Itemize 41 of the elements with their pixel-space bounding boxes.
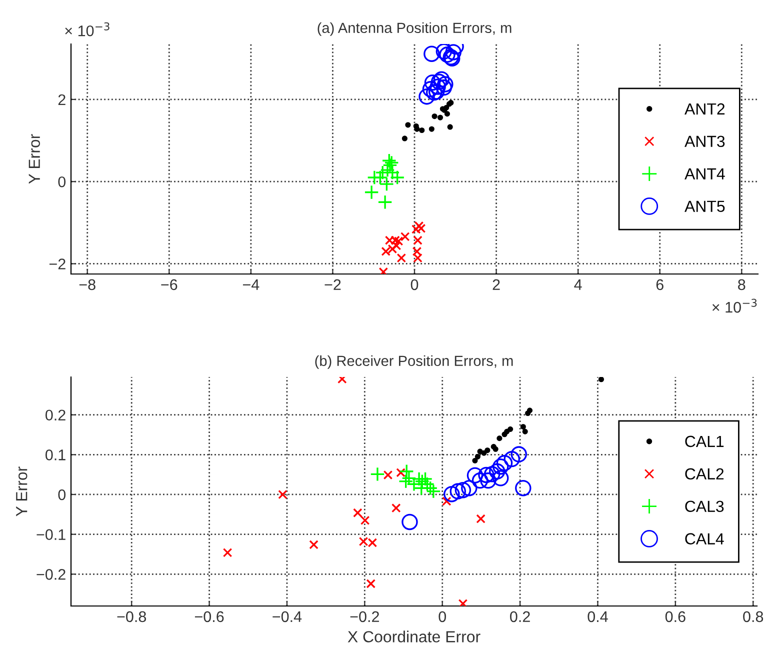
y-tick-label: −2 [49, 258, 66, 270]
y-axis-title: Y Error [28, 134, 40, 184]
y-tick-label: 0.1 [46, 450, 66, 460]
legend-label: ANT3 [684, 136, 725, 148]
x-tick-label: −0.2 [350, 611, 379, 622]
x-tick-label: 8 [738, 279, 746, 290]
y-tick-label: 0 [58, 176, 66, 188]
x-tick-label: −2 [324, 279, 341, 290]
x-tick-label: −0.6 [194, 611, 224, 622]
x-tick-label: 0.4 [588, 611, 608, 622]
x-tick-label: −4 [242, 279, 260, 290]
x-tick-label: 0 [438, 611, 446, 622]
x-tick-label: −0.8 [117, 611, 146, 622]
x-tick-label: 0.6 [665, 611, 686, 622]
chart-title: (a) Antenna Position Errors, m [318, 22, 512, 36]
text: × 10$^{−3}$ [712, 298, 757, 313]
x-tick-label: 0.8 [743, 611, 764, 622]
legend-label: CAL2 [685, 468, 724, 480]
y-tick-label: −0.1 [36, 529, 66, 540]
x-axis-title: X Coordinate Error [348, 630, 480, 642]
x-tick-label: 2 [492, 279, 500, 290]
legend-label: CAL1 [685, 436, 724, 448]
legend-label: CAL3 [685, 500, 724, 512]
legend-label: ANT2 [684, 103, 725, 114]
x-tick-label: 0.2 [510, 611, 530, 622]
chart-title: (b) Receiver Position Errors, m [315, 355, 513, 369]
legend-label: CAL4 [685, 533, 724, 544]
legend-label: ANT5 [684, 200, 725, 212]
x-tick-label: −0.4 [272, 611, 302, 622]
text: × 10$^{−3}$ [65, 22, 110, 36]
y-tick-label: 2 [58, 94, 66, 105]
y-tick-label: 0.2 [46, 410, 66, 421]
x-tick-label: −8 [79, 279, 96, 290]
x-tick-label: 4 [574, 279, 582, 290]
y-axis-title: Y Error [16, 466, 28, 516]
y-tick-label: −0.2 [36, 569, 66, 580]
x-tick-label: 6 [656, 279, 664, 290]
legend-label: ANT4 [684, 168, 725, 180]
x-tick-label: 0 [410, 279, 418, 290]
x-tick-label: −6 [161, 279, 178, 290]
y-tick-label: 0 [58, 489, 66, 500]
